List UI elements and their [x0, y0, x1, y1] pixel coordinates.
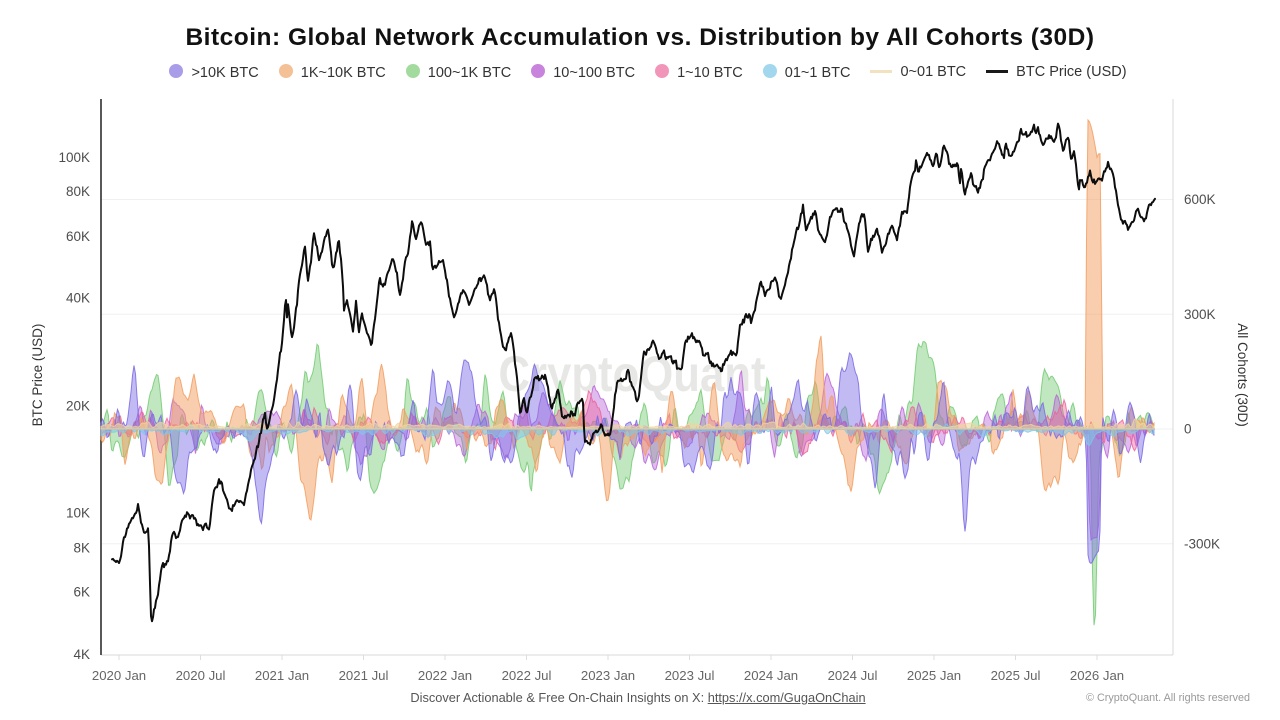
svg-text:2021 Jul: 2021 Jul [339, 668, 389, 683]
svg-text:40K: 40K [66, 290, 90, 305]
svg-text:All Cohorts (30D): All Cohorts (30D) [1235, 323, 1250, 427]
svg-text:2020 Jan: 2020 Jan [92, 668, 146, 683]
svg-text:8K: 8K [73, 540, 90, 555]
svg-text:2020 Jul: 2020 Jul [176, 668, 226, 683]
svg-text:80K: 80K [66, 184, 90, 199]
svg-text:2026 Jan: 2026 Jan [1070, 668, 1124, 683]
svg-text:BTC Price (USD): BTC Price (USD) [30, 324, 45, 427]
svg-text:2022 Jan: 2022 Jan [418, 668, 472, 683]
svg-text:100K: 100K [58, 150, 90, 165]
svg-text:2022 Jul: 2022 Jul [502, 668, 552, 683]
svg-text:6K: 6K [73, 585, 90, 600]
svg-text:600K: 600K [1184, 192, 1216, 207]
svg-text:60K: 60K [66, 229, 90, 244]
svg-text:10K: 10K [66, 506, 90, 521]
svg-text:2021 Jan: 2021 Jan [255, 668, 309, 683]
svg-text:-300K: -300K [1184, 536, 1220, 551]
svg-text:2025 Jan: 2025 Jan [907, 668, 961, 683]
svg-text:2024 Jul: 2024 Jul [828, 668, 878, 683]
svg-text:2023 Jul: 2023 Jul [665, 668, 715, 683]
svg-text:20K: 20K [66, 399, 90, 414]
svg-text:2025 Jul: 2025 Jul [991, 668, 1041, 683]
svg-text:4K: 4K [73, 647, 90, 662]
svg-text:0: 0 [1184, 422, 1192, 437]
svg-text:300K: 300K [1184, 307, 1216, 322]
svg-text:2023 Jan: 2023 Jan [581, 668, 635, 683]
svg-text:2024 Jan: 2024 Jan [744, 668, 798, 683]
